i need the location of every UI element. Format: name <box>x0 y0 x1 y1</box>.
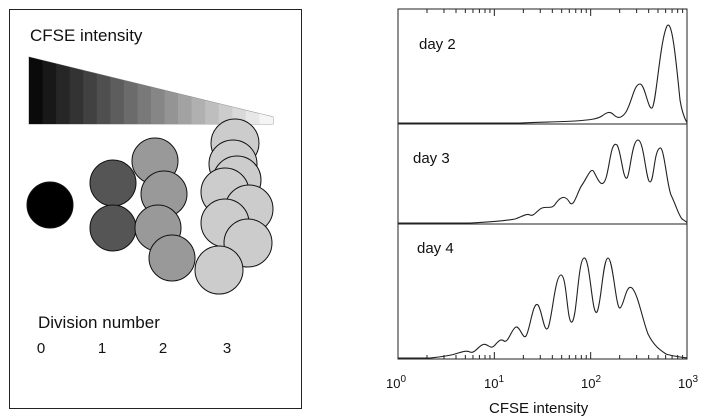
wedge-band <box>69 67 84 124</box>
schematic-panel <box>9 9 302 409</box>
wedge-bands <box>29 57 273 124</box>
x-tick-label-100: 102 <box>581 374 602 391</box>
division-label-1: 1 <box>97 340 107 357</box>
cell-groups <box>26 118 274 295</box>
cell-division-0 <box>26 181 74 229</box>
panel-label-day-4: day 4 <box>417 240 454 257</box>
histogram-curve-day-3 <box>398 139 688 224</box>
wedge-band <box>42 60 57 124</box>
wedge-band <box>164 90 179 124</box>
cell-division-2 <box>148 234 196 282</box>
wedge-band <box>218 103 233 124</box>
wedge-band <box>205 100 219 124</box>
cell-division-3 <box>194 245 244 295</box>
histogram-curve-day-2 <box>398 24 688 124</box>
division-label-2: 2 <box>158 340 168 357</box>
x-axis-title: CFSE intensity <box>489 400 589 417</box>
panel-label-day-2: day 2 <box>419 36 456 53</box>
wedge-band <box>137 83 151 124</box>
histogram-frame <box>397 8 688 360</box>
division-number-title: Division number <box>38 313 160 332</box>
histogram-curve-day-4 <box>398 257 688 359</box>
wedge-band <box>56 63 70 124</box>
wedge-band <box>245 110 260 124</box>
wedge-band <box>29 57 43 124</box>
division-label-3: 3 <box>222 340 232 357</box>
intensity-scale-title: CFSE intensity <box>30 26 143 45</box>
wedge-band <box>96 73 111 124</box>
x-tick-label-10: 101 <box>484 374 505 391</box>
x-tick-label-1: 100 <box>386 374 407 391</box>
panel-label-day-3: day 3 <box>413 150 450 167</box>
wedge-band <box>123 80 138 124</box>
wedge-band <box>83 70 97 124</box>
wedge-band <box>110 77 124 124</box>
division-label-0: 0 <box>36 340 46 357</box>
wedge-band <box>178 93 192 124</box>
wedge-band <box>191 97 206 124</box>
wedge-band <box>259 113 273 124</box>
x-tick-label-1000: 103 <box>678 374 699 391</box>
wedge-band <box>151 87 165 124</box>
